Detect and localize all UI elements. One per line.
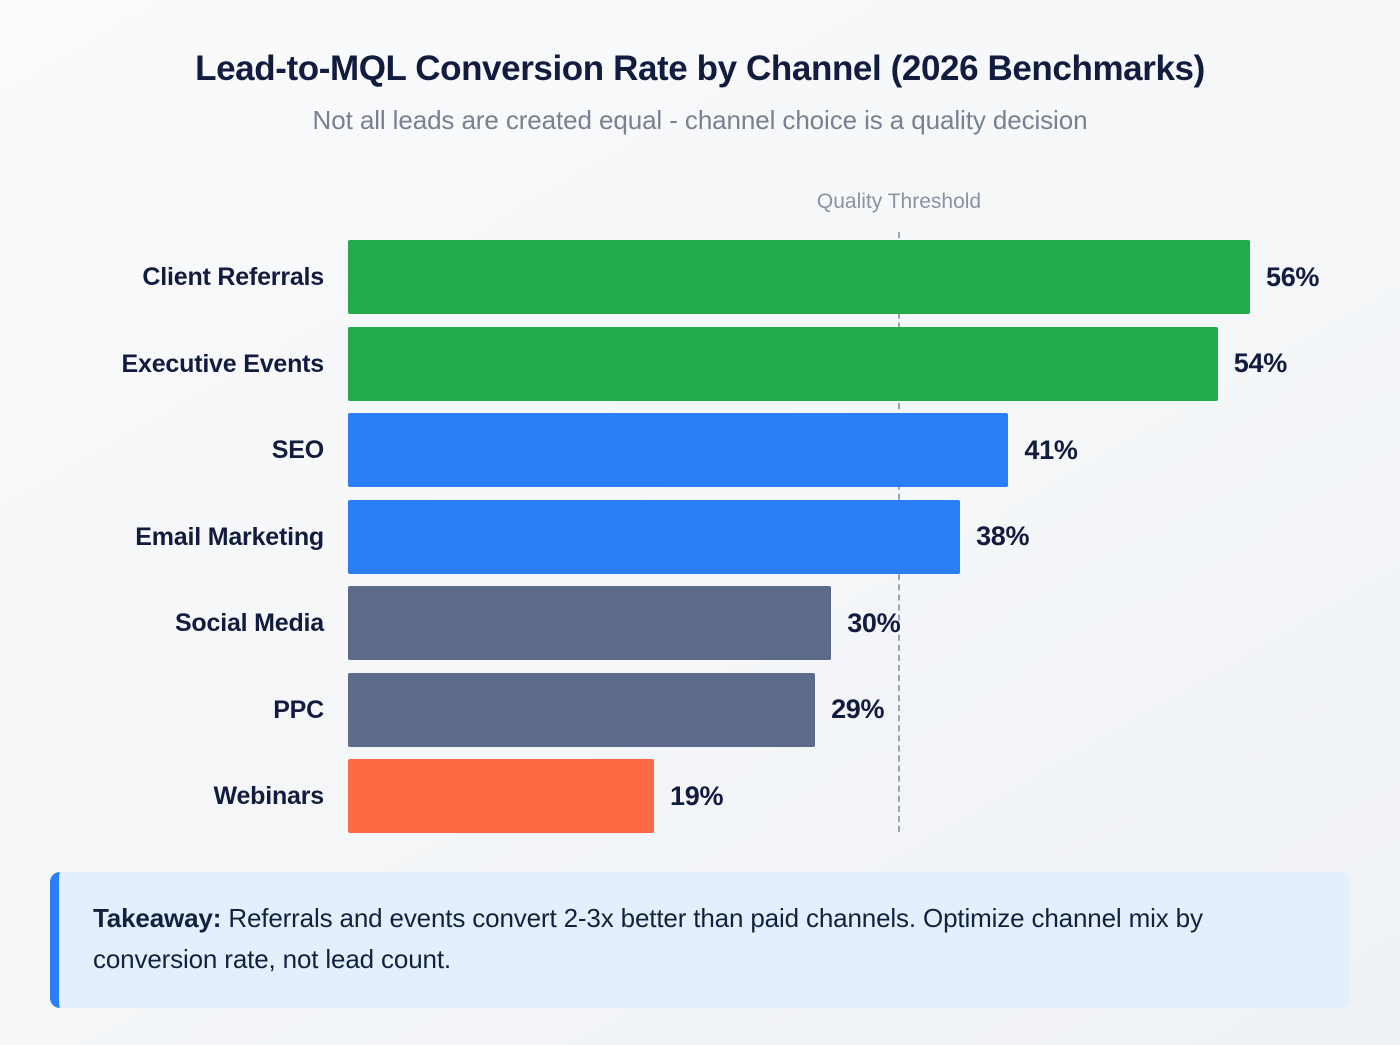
bar-category-label: Executive Events — [121, 349, 325, 378]
bar-category-label: Social Media — [174, 609, 324, 637]
takeaway-lead: Takeaway: — [93, 903, 222, 933]
bar-container: 30% — [348, 586, 901, 660]
bar-segment — [348, 499, 961, 574]
bar-row: PPC 29% — [0, 672, 1400, 760]
bar-container: 54% — [348, 326, 1287, 401]
bar-segment — [348, 586, 832, 660]
bar-container: 56% — [348, 240, 1319, 314]
plot-area: Quality Threshold Client Referrals 56% Exe… — [0, 190, 1400, 845]
bar-row: Client Referrals 56% — [0, 240, 1400, 327]
bar-row: SEO 41% — [0, 413, 1400, 500]
bar-row: Webinars 19% — [0, 759, 1400, 846]
bar-value-label: 41% — [1024, 434, 1078, 465]
bar-value-label: 19% — [670, 780, 724, 811]
bar-segment — [348, 413, 1009, 487]
bar-value-label: 56% — [1266, 261, 1320, 292]
bar-value-label: 54% — [1233, 348, 1287, 378]
chart-title: Lead-to-MQL Conversion Rate by Channel (… — [195, 49, 1205, 88]
bar-row: Email Marketing 38% — [0, 499, 1400, 587]
bar-container: 41% — [348, 413, 1078, 487]
bar-category-label: Webinars — [213, 782, 325, 810]
takeaway-callout: Takeaway: Referrals and events convert 2… — [50, 872, 1350, 1009]
bar-rows: Client Referrals 56% Executive Events 54% SE… — [0, 240, 1400, 846]
bar-category-label: Email Marketing — [135, 522, 324, 551]
bar-container: 29% — [348, 672, 885, 747]
bar-value-label: 38% — [976, 521, 1030, 551]
bar-segment — [348, 326, 1218, 401]
takeaway-body: Referrals and events convert 2-3x better… — [93, 903, 1203, 975]
bar-value-label: 30% — [847, 607, 901, 638]
bar-segment — [348, 759, 655, 833]
bar-category-label: SEO — [271, 436, 324, 464]
bar-segment — [348, 672, 816, 747]
chart-header: Lead-to-MQL Conversion Rate by Channel (… — [0, 48, 1400, 136]
bar-row: Social Media 30% — [0, 586, 1400, 673]
bar-value-label: 29% — [831, 694, 885, 724]
bar-container: 38% — [348, 499, 1030, 574]
bar-category-label: Client Referrals — [142, 263, 324, 291]
bar-category-label: PPC — [273, 695, 324, 724]
takeaway-text: Takeaway: Referrals and events convert 2… — [93, 898, 1316, 980]
bar-row: Executive Events 54% — [0, 326, 1400, 414]
quality-threshold-label: Quality Threshold — [816, 190, 982, 213]
bar-segment — [348, 240, 1250, 314]
bar-container: 19% — [348, 759, 723, 833]
chart-subtitle: Not all leads are created equal - channe… — [312, 105, 1088, 136]
